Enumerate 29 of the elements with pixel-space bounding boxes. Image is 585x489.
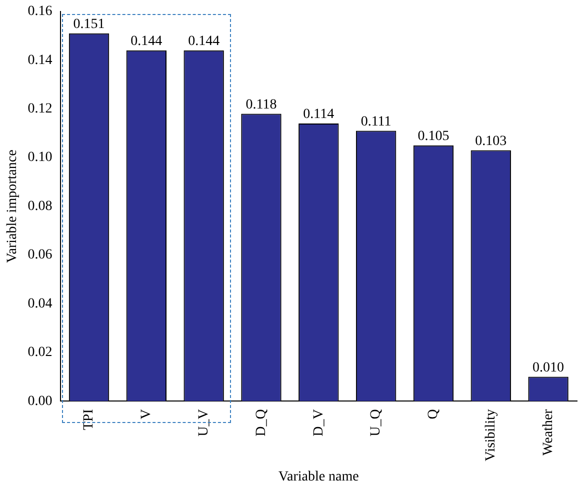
x-tick-label: D_Q [254, 409, 269, 436]
data-label: 0.105 [418, 129, 450, 144]
y-tick-label: 0.12 [28, 102, 52, 117]
x-tick-label: Q [426, 409, 442, 420]
data-label: 0.151 [73, 16, 105, 32]
x-tick-label: U_Q [368, 409, 384, 436]
y-tick-label: 0.08 [28, 198, 52, 214]
y-tick-label: 0.02 [28, 345, 52, 360]
data-label: 0.010 [532, 360, 564, 376]
y-axis-title: Variable importance [5, 150, 20, 263]
y-tick-label: 0.16 [28, 4, 52, 20]
y-tick-label: 0.06 [28, 248, 52, 263]
x-axis-title: Variable name [278, 469, 359, 484]
x-tick-label: Visibility [484, 409, 499, 462]
y-tick-label: 0.04 [28, 296, 52, 312]
data-label: 0.144 [188, 34, 220, 50]
data-label: 0.114 [303, 107, 334, 122]
data-label: 0.111 [360, 114, 392, 130]
x-tick-label: U_V [196, 409, 212, 436]
x-tick-label: D_V [311, 409, 326, 436]
y-tick-label: 0.10 [28, 150, 52, 166]
x-tick-label: TPI [82, 408, 97, 430]
data-label: 0.103 [475, 134, 507, 149]
x-tick-label: V [139, 409, 154, 420]
y-tick-label: 0.00 [28, 394, 52, 409]
x-tick-label: Weather [540, 408, 556, 456]
y-tick-label: 0.14 [28, 52, 52, 68]
data-label: 0.144 [130, 34, 162, 50]
data-label: 0.118 [246, 97, 277, 112]
